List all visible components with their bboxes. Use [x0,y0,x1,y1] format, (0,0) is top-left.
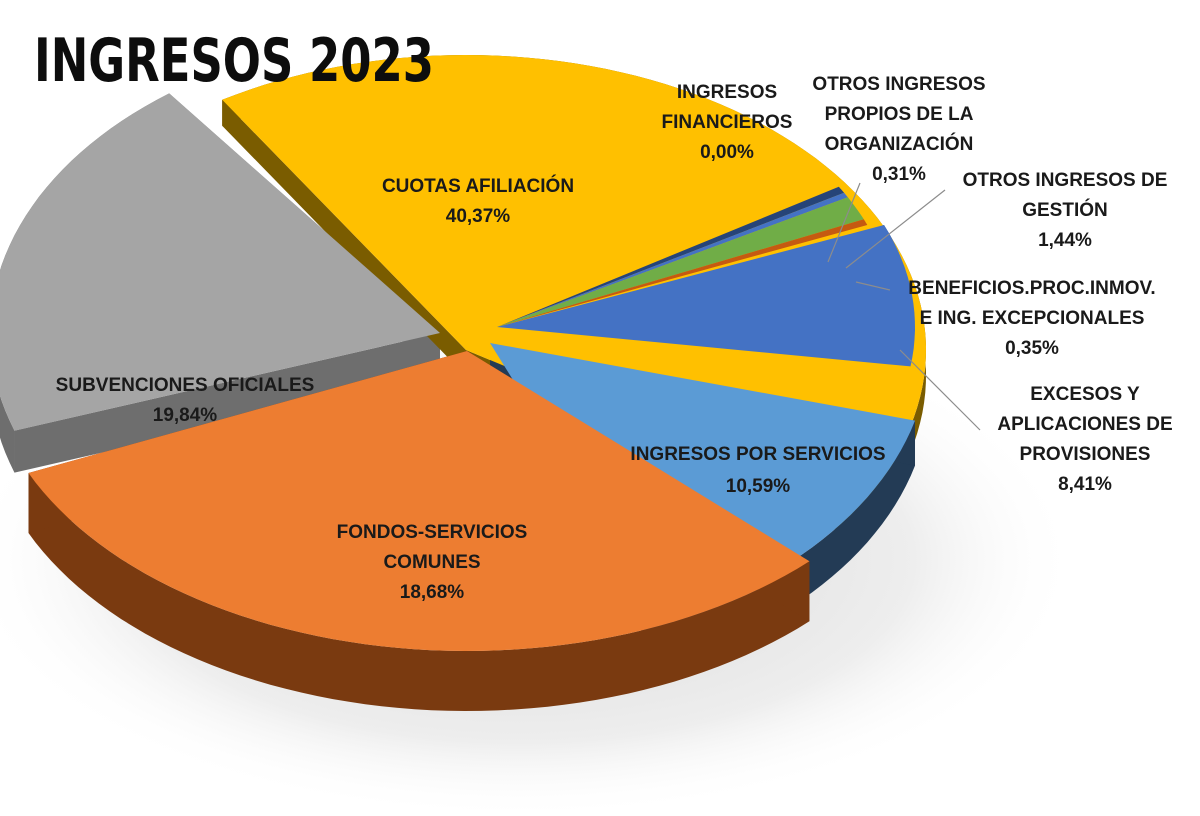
pie-slice-servicios [490,343,915,620]
slice-label-line: E ING. EXCEPCIONALES [920,308,1145,329]
slice-label-line: INGRESOS [677,82,777,103]
slice-label-line: SUBVENCIONES OFICIALES [56,375,315,396]
slice-label-fondos: FONDOS-SERVICIOS COMUNES 18,68% [337,522,528,603]
slice-label-line: FINANCIEROS [662,112,793,133]
leader-line-otros_propios [827,182,861,263]
slice-label-subvenciones: SUBVENCIONES OFICIALES 19,84% [56,375,315,426]
slice-label-otros_gestion: OTROS INGRESOS DE GESTIÓN 1,44% [963,170,1168,251]
slice-label-otros_propios: OTROS INGRESOS PROPIOS DE LA ORGANIZACIÓN 0… [812,74,985,185]
pie-slice-wall-subvenciones [14,93,441,473]
pie-slice-fondos [28,351,810,651]
pie-slice-otros_gestion [497,197,864,327]
slice-value: 1,44% [1038,230,1092,251]
leader-line-excesos [899,349,981,431]
leader-line-otros_gestion [845,189,946,269]
slice-label-line: PROVISIONES [1020,444,1151,465]
slice-label-cuotas: CUOTAS AFILIACIÓN 40,37% [382,175,574,227]
pie-slice-side-fondos [28,473,810,711]
slice-value: 19,84% [153,405,218,426]
slice-label-financieros: INGRESOS FINANCIEROS 0,00% [662,82,793,163]
slice-value: 0,31% [872,164,926,185]
slice-value: 18,68% [400,582,465,603]
slice-value: 0,00% [700,142,754,163]
slice-label-line: ORGANIZACIÓN [825,133,974,155]
pie-slice-financieros [497,186,845,327]
slice-label-line: OTROS INGRESOS [812,74,985,95]
slice-label-line: BENEFICIOS.PROC.INMOV. [908,278,1155,299]
pie-slice-otros_propios [497,192,848,327]
leader-line-beneficios [855,281,891,291]
slice-label-excesos: EXCESOS Y APLICACIONES DE PROVISIONES 8,41% [997,384,1172,495]
slice-value: 40,37% [446,206,511,227]
slice-label-line: CUOTAS AFILIACIÓN [382,175,574,197]
slice-value: 8,41% [1058,474,1112,495]
slice-label-servicios: INGRESOS POR SERVICIOS 10,59% [630,444,885,497]
slice-label-line: EXCESOS Y [1030,384,1140,405]
slice-value: 10,59% [726,476,791,497]
slice-label-line: FONDOS-SERVICIOS [337,522,528,543]
chart-title: INGRESOS 2023 [34,26,434,96]
slice-label-line: APLICACIONES DE [997,414,1172,435]
pie-slice-beneficios [497,219,868,327]
pie-slice-excesos [497,225,915,367]
slice-value: 0,35% [1005,338,1059,359]
slice-label-line: GESTIÓN [1022,199,1108,221]
slice-label-line: INGRESOS POR SERVICIOS [630,444,885,465]
slice-label-beneficios: BENEFICIOS.PROC.INMOV. E ING. EXCEPCIONAL… [908,278,1155,359]
slice-label-line: COMUNES [383,552,480,573]
slice-label-line: OTROS INGRESOS DE [963,170,1168,191]
slice-label-line: PROPIOS DE LA [825,104,974,125]
pie-slice-subvenciones [0,93,440,431]
